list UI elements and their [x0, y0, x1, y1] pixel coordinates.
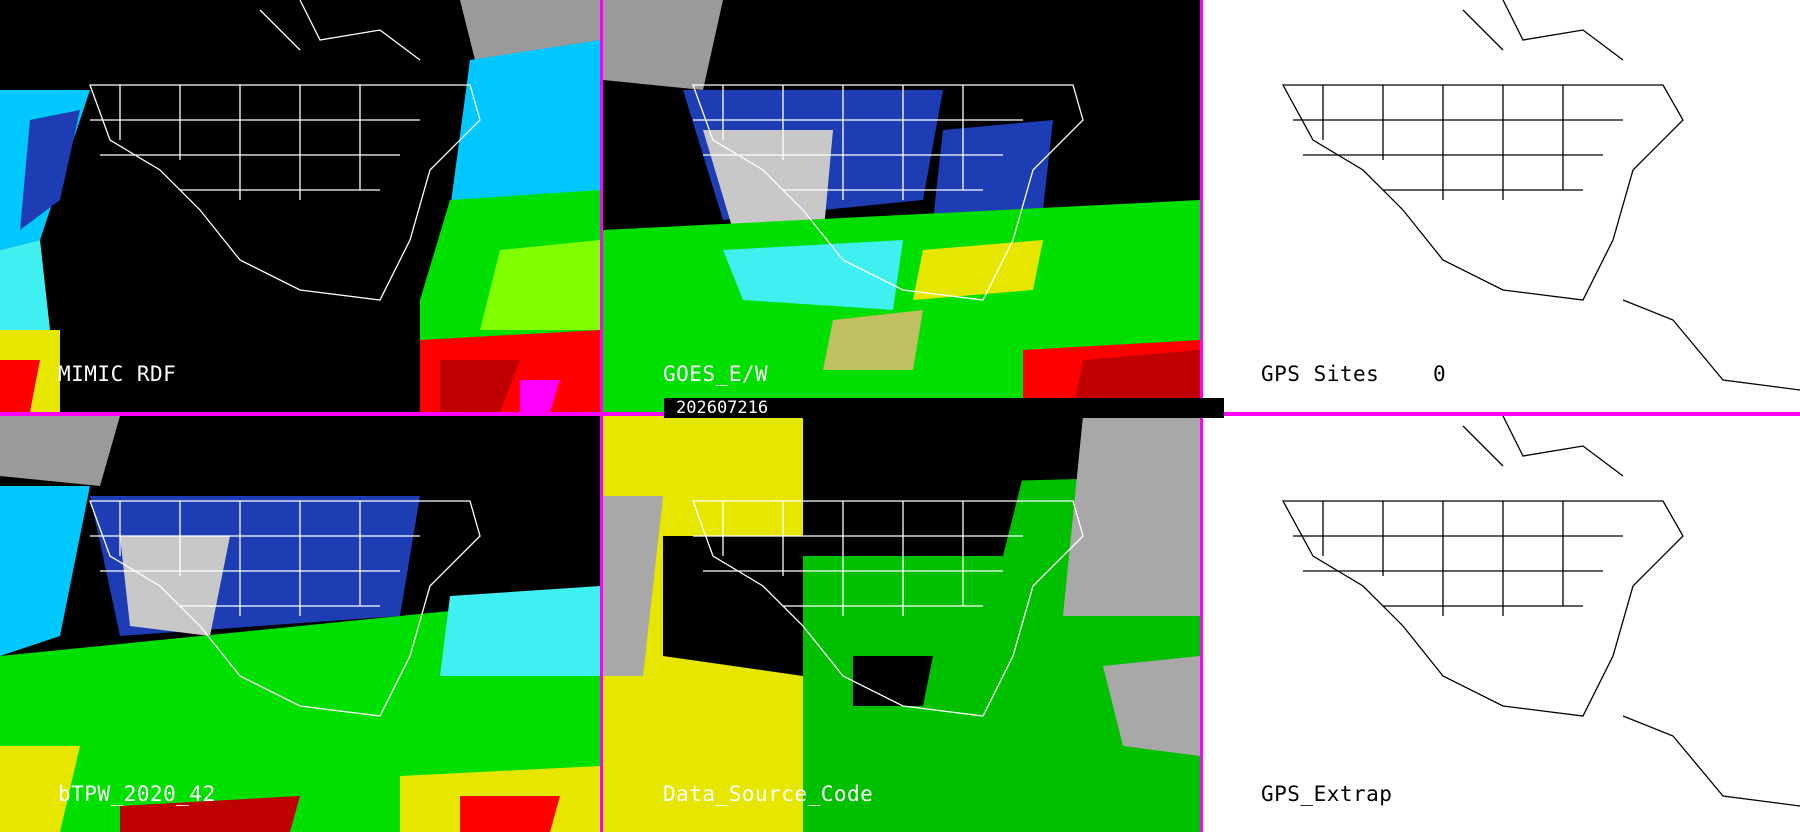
- panel-label-data-source: Data_Source_Code: [663, 782, 874, 806]
- data-source-map: [603, 416, 1200, 832]
- panel-label-mimic-rdf: MIMIC RDF: [58, 362, 177, 386]
- divider-vertical-left: [600, 0, 603, 832]
- gps-extrap-map: [1203, 416, 1800, 832]
- panel-label-btpw: bTPW_2020_42: [58, 782, 216, 806]
- gps-sites-map: [1203, 0, 1800, 412]
- timestamp-bar: 202607216: [664, 398, 1224, 418]
- panel-label-gps-extrap: GPS_Extrap: [1261, 782, 1393, 806]
- panel-data-source[interactable]: Data_Source_Code: [603, 416, 1200, 832]
- btpw-map: [0, 416, 600, 832]
- panel-goes-ew[interactable]: GOES_E/W: [603, 0, 1200, 412]
- mimic-rdf-map: [0, 0, 600, 412]
- panel-gps-extrap[interactable]: GPS_Extrap: [1203, 416, 1800, 832]
- panel-btpw[interactable]: bTPW_2020_42: [0, 416, 600, 832]
- goes-ew-map: [603, 0, 1200, 412]
- panel-label-gps-sites: GPS Sites: [1261, 362, 1380, 386]
- panel-mimic-rdf[interactable]: MIMIC RDF: [0, 0, 600, 412]
- timestamp-text: 202607216: [676, 398, 769, 418]
- gps-sites-count: 0: [1433, 362, 1447, 386]
- panel-label-goes-ew: GOES_E/W: [663, 362, 769, 386]
- panel-gps-sites[interactable]: GPS Sites 0: [1203, 0, 1800, 412]
